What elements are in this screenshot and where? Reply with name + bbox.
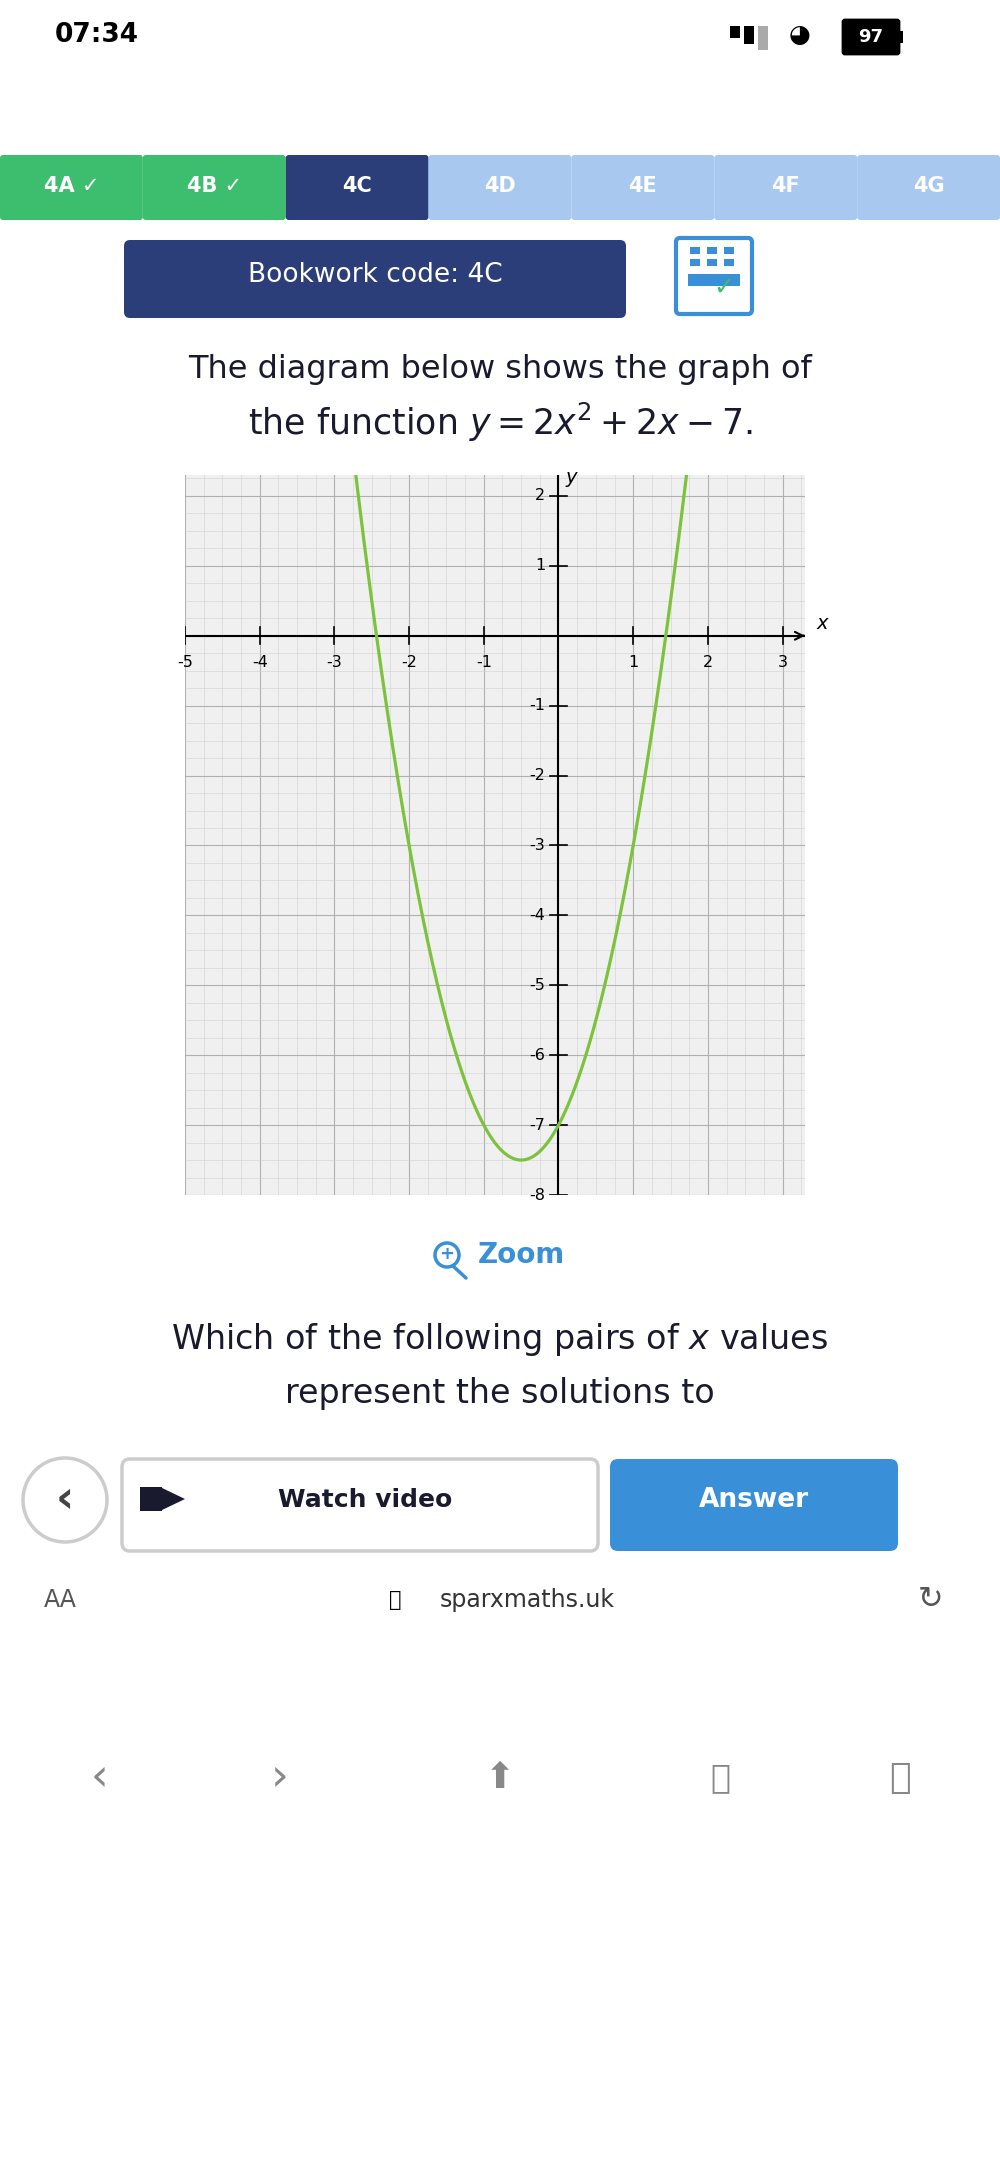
Text: 4A ✓: 4A ✓ (44, 175, 99, 197)
Text: Bookwork code: 4C: Bookwork code: 4C (248, 262, 502, 288)
Text: ‹: ‹ (91, 1756, 109, 1800)
FancyBboxPatch shape (0, 156, 143, 221)
FancyBboxPatch shape (610, 1460, 898, 1551)
FancyBboxPatch shape (286, 156, 429, 221)
Text: 4F: 4F (771, 175, 800, 197)
Text: Sparx Maths: Sparx Maths (120, 97, 355, 130)
Text: 1: 1 (535, 558, 545, 573)
Text: $x$: $x$ (816, 614, 830, 634)
FancyBboxPatch shape (122, 1460, 598, 1551)
Text: ⬆: ⬆ (485, 1761, 515, 1795)
Text: ◕: ◕ (789, 24, 811, 48)
FancyBboxPatch shape (143, 156, 286, 221)
Bar (744, 26, 754, 43)
Polygon shape (160, 1486, 185, 1512)
Text: sparxmaths.uk: sparxmaths.uk (440, 1588, 615, 1611)
Text: The diagram below shows the graph of: The diagram below shows the graph of (188, 355, 812, 385)
Bar (898, 30, 903, 43)
Text: Watch video: Watch video (278, 1488, 452, 1512)
Text: -6: -6 (529, 1047, 545, 1062)
FancyBboxPatch shape (319, 2061, 681, 2089)
Text: ↻: ↻ (917, 1585, 943, 1614)
Text: 2: 2 (703, 655, 713, 671)
Bar (690, 247, 700, 253)
Text: the function $y = 2x^2 + 2x - 7$.: the function $y = 2x^2 + 2x - 7$. (248, 400, 752, 443)
Bar (730, 26, 740, 39)
Bar (724, 247, 734, 253)
Text: ⧉: ⧉ (889, 1761, 911, 1795)
Text: -4: -4 (529, 908, 545, 924)
Text: -1: -1 (476, 655, 492, 671)
FancyBboxPatch shape (124, 240, 626, 318)
Text: -3: -3 (327, 655, 342, 671)
Text: ‹: ‹ (56, 1477, 74, 1521)
Text: AA: AA (44, 1588, 76, 1611)
Bar (724, 260, 734, 266)
Text: -2: -2 (401, 655, 417, 671)
FancyBboxPatch shape (429, 156, 571, 221)
Text: 4G: 4G (913, 175, 944, 197)
Bar (688, 275, 740, 286)
Text: -7: -7 (529, 1118, 545, 1133)
Text: 4E: 4E (628, 175, 657, 197)
Text: -4: -4 (252, 655, 268, 671)
Text: -3: -3 (529, 837, 545, 852)
Text: ✓: ✓ (713, 277, 734, 301)
Text: 2: 2 (535, 489, 545, 504)
Text: 4C: 4C (342, 175, 372, 197)
Text: 1: 1 (628, 655, 638, 671)
Text: +: + (440, 1246, 454, 1263)
Text: $y$: $y$ (565, 469, 579, 489)
Text: 97: 97 (858, 28, 884, 45)
Text: 🔒: 🔒 (389, 1590, 401, 1609)
Text: -8: -8 (529, 1187, 545, 1203)
Text: -1: -1 (529, 699, 545, 714)
Text: 12,411 XP: 12,411 XP (730, 102, 850, 125)
Text: 📖: 📖 (710, 1761, 730, 1795)
Text: Answer: Answer (699, 1486, 809, 1512)
FancyBboxPatch shape (571, 156, 714, 221)
Text: -5: -5 (177, 655, 193, 671)
Text: ‹: ‹ (28, 89, 48, 136)
Bar (707, 247, 717, 253)
Bar (758, 26, 768, 50)
Text: -2: -2 (529, 768, 545, 783)
Text: ›: › (271, 1756, 289, 1800)
FancyBboxPatch shape (714, 156, 857, 221)
Text: 4D: 4D (484, 175, 516, 197)
FancyBboxPatch shape (843, 19, 899, 54)
Text: Which of the following pairs of $x$ values: Which of the following pairs of $x$ valu… (171, 1322, 829, 1358)
FancyBboxPatch shape (857, 156, 1000, 221)
Text: 4B ✓: 4B ✓ (187, 175, 242, 197)
Bar (140, 1486, 162, 1512)
Text: 3: 3 (778, 655, 788, 671)
Text: -5: -5 (529, 978, 545, 993)
Bar (690, 260, 700, 266)
Text: 07:34: 07:34 (55, 22, 139, 48)
Bar (707, 260, 717, 266)
Text: represent the solutions to: represent the solutions to (285, 1376, 715, 1410)
Text: Zoom: Zoom (478, 1242, 565, 1270)
